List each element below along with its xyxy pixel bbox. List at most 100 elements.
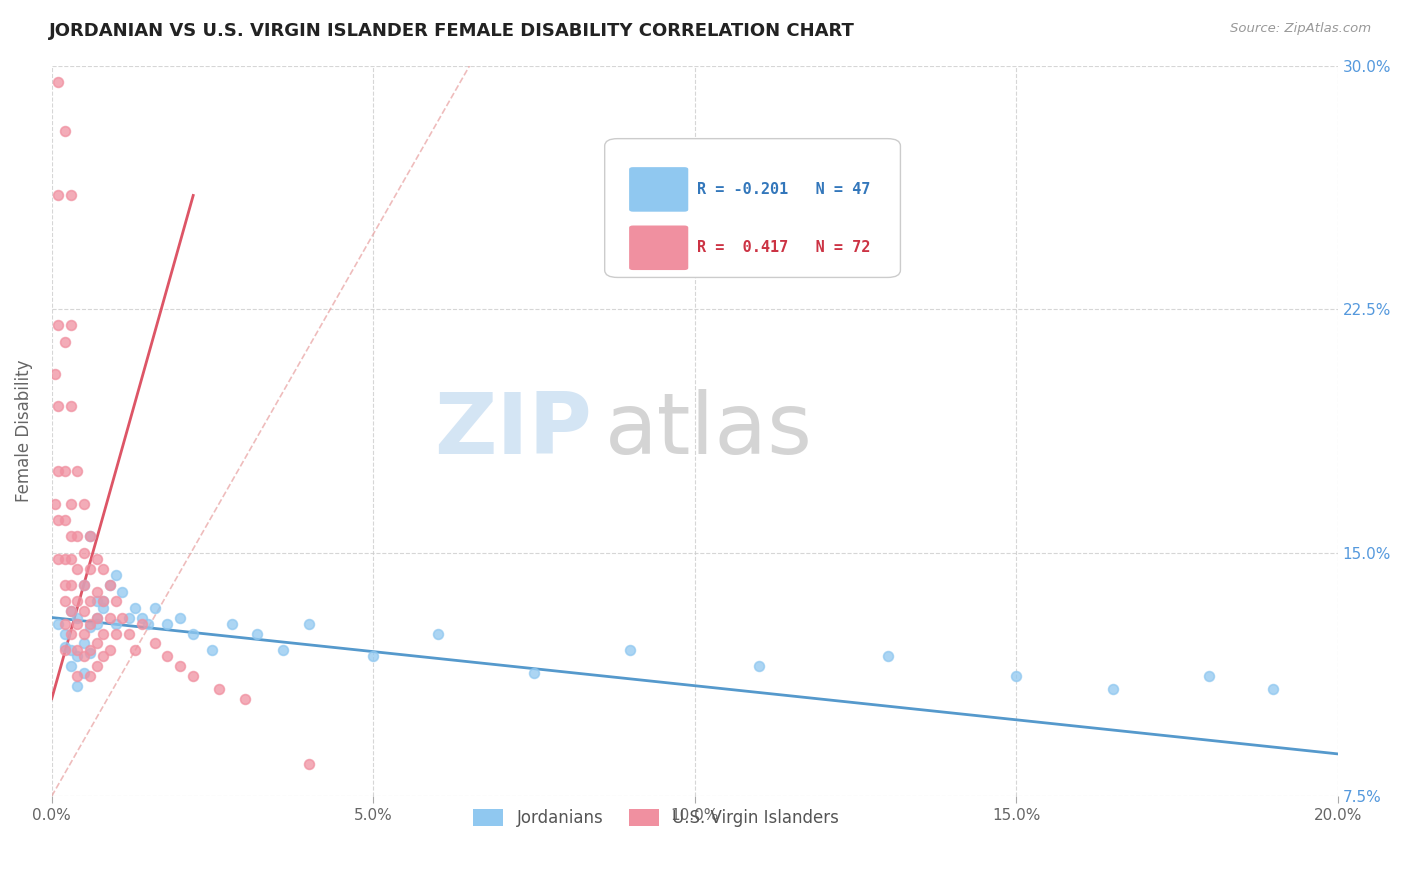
Point (271, 643, 294, 657)
Point (111, 584, 134, 599)
Point (73, 649, 96, 664)
Point (60, 626, 83, 640)
Point (53, 643, 76, 657)
Point (44, 367, 66, 381)
Point (79, 620, 101, 634)
Point (66, 649, 89, 664)
Text: R =  0.417   N = 72: R = 0.417 N = 72 (697, 240, 870, 255)
Point (98, 578, 121, 592)
Point (1005, 669, 1028, 683)
Point (66, 617, 89, 632)
Point (66, 562, 89, 576)
Point (53, 626, 76, 640)
Point (53, 640, 76, 654)
Point (1198, 669, 1220, 683)
Point (73, 626, 96, 640)
Point (60, 188, 83, 202)
Point (118, 626, 141, 640)
Point (73, 665, 96, 680)
Text: R = -0.201   N = 47: R = -0.201 N = 47 (697, 182, 870, 197)
Point (46, 617, 69, 632)
Point (98, 610, 121, 624)
Point (86, 552, 108, 566)
Point (66, 643, 89, 657)
Point (79, 617, 101, 632)
Point (86, 610, 108, 624)
Text: atlas: atlas (605, 389, 813, 473)
Point (298, 617, 321, 632)
Point (105, 617, 128, 632)
Point (79, 529, 101, 543)
Point (60, 604, 83, 618)
Point (246, 626, 269, 640)
Point (53, 123, 76, 137)
Point (1101, 681, 1123, 696)
Point (361, 649, 384, 664)
Point (1263, 681, 1285, 696)
Point (73, 604, 96, 618)
Point (156, 617, 179, 632)
Point (91, 649, 114, 664)
Text: JORDANIAN VS U.S. VIRGIN ISLANDER FEMALE DISABILITY CORRELATION CHART: JORDANIAN VS U.S. VIRGIN ISLANDER FEMALE… (49, 22, 855, 40)
Point (53, 465, 76, 479)
Point (91, 626, 114, 640)
Text: ZIP: ZIP (434, 389, 592, 473)
Point (426, 626, 449, 640)
Point (46, 513, 69, 527)
Point (66, 679, 89, 693)
Point (91, 562, 114, 576)
Point (143, 600, 166, 615)
Point (53, 334, 76, 349)
Point (53, 594, 76, 608)
Point (91, 594, 114, 608)
Point (105, 594, 128, 608)
Point (46, 465, 69, 479)
Point (748, 659, 770, 673)
Point (46, 188, 69, 202)
Point (131, 617, 153, 632)
Point (523, 665, 546, 680)
Point (53, 617, 76, 632)
Point (73, 578, 96, 592)
Point (60, 643, 83, 657)
Point (118, 610, 141, 624)
Point (60, 578, 83, 592)
Point (46, 75, 69, 89)
Point (79, 594, 101, 608)
Point (86, 636, 108, 650)
Y-axis label: Female Disability: Female Disability (15, 359, 32, 502)
Point (66, 594, 89, 608)
Point (233, 691, 256, 706)
Point (79, 669, 101, 683)
Point (44, 497, 66, 511)
Point (86, 617, 108, 632)
Point (79, 562, 101, 576)
FancyBboxPatch shape (628, 167, 689, 211)
Point (66, 669, 89, 683)
Point (111, 610, 134, 624)
Point (143, 636, 166, 650)
Point (60, 552, 83, 566)
Point (86, 594, 108, 608)
Point (86, 584, 108, 599)
Point (169, 659, 191, 673)
Point (60, 318, 83, 333)
Legend: Jordanians, U.S. Virgin Islanders: Jordanians, U.S. Virgin Islanders (465, 800, 846, 835)
Point (124, 643, 146, 657)
Point (66, 610, 89, 624)
Point (46, 318, 69, 333)
Point (79, 646, 101, 660)
Point (53, 552, 76, 566)
Point (53, 513, 76, 527)
Point (91, 600, 114, 615)
FancyBboxPatch shape (628, 226, 689, 270)
Point (181, 669, 204, 683)
Point (181, 626, 204, 640)
Point (298, 756, 321, 771)
Point (98, 643, 121, 657)
Point (66, 529, 89, 543)
Point (208, 681, 231, 696)
Point (79, 529, 101, 543)
Point (60, 497, 83, 511)
Point (124, 600, 146, 615)
